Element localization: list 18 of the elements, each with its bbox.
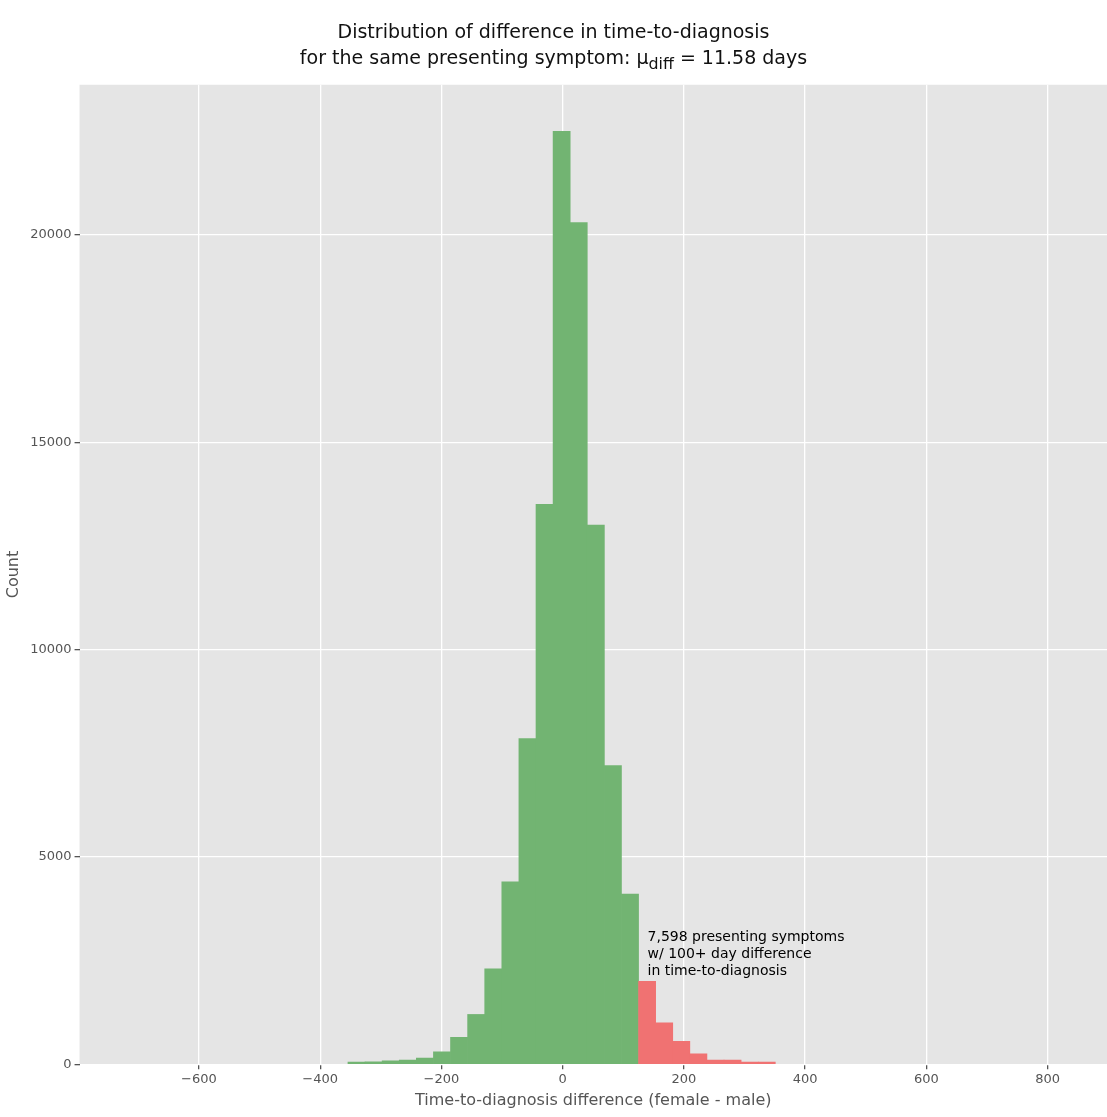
x-tick-label: 400 <box>792 1071 818 1087</box>
x-tick-label: −600 <box>181 1071 217 1087</box>
x-tick-label: 0 <box>558 1071 567 1087</box>
y-tick-label: 15000 <box>30 433 72 449</box>
chart-subtitle: for the same presenting symptom: μ$_{diff}$ = 11.58 days <box>298 45 809 75</box>
y-tick-label: 20000 <box>30 226 72 242</box>
x-tick-label: −400 <box>302 1071 339 1087</box>
x-tick-label: −200 <box>423 1071 460 1087</box>
x-tick-label: 200 <box>671 1071 697 1087</box>
y-tick-label: 10000 <box>30 640 72 656</box>
x-tick-label: 800 <box>1035 1071 1061 1087</box>
chart-title: Distribution of difference in time-to-diagnosis <box>336 19 771 44</box>
y-tick-label: 5000 <box>38 848 72 864</box>
x-axis-title: Time-to-diagnosis difference (female - male) <box>414 1089 772 1109</box>
annotation: 7,598 presenting symptoms w/ 100+ day difference in time-to-diagnosis <box>647 928 845 979</box>
y-axis-title: Count <box>2 550 22 599</box>
x-tick-label: 600 <box>913 1071 939 1087</box>
y-tick-label: 0 <box>63 1055 72 1071</box>
